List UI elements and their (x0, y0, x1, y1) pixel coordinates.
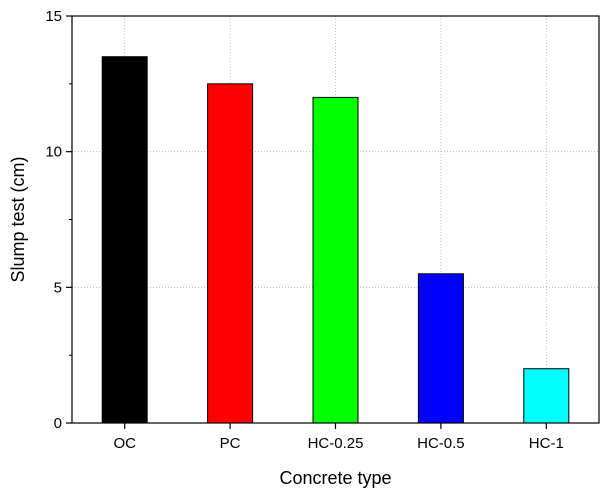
x-tick-label: HC-0.5 (417, 435, 465, 452)
x-axis-title: Concrete type (279, 468, 391, 488)
bar-pc (207, 83, 254, 424)
y-tick-label: 5 (54, 279, 62, 296)
x-tick-label: HC-0.25 (308, 435, 364, 452)
y-tick-label: 15 (45, 8, 62, 25)
y-tick-label: 0 (54, 415, 62, 432)
bars (101, 56, 570, 424)
y-axis-title: Slump test (cm) (8, 156, 28, 282)
x-axis: OC PC HC-0.25 HC-0.5 HC-1 (113, 423, 564, 452)
bar-oc (101, 56, 148, 424)
bar-hc-0-5 (417, 273, 464, 424)
y-tick-label: 10 (45, 144, 62, 161)
bar-hc-0-25 (312, 96, 359, 424)
x-tick-label: PC (220, 435, 241, 452)
x-tick-label: OC (113, 435, 136, 452)
y-axis: 0 5 10 15 (45, 8, 72, 432)
x-tick-label: HC-1 (529, 435, 564, 452)
bar-hc-1 (523, 368, 570, 424)
